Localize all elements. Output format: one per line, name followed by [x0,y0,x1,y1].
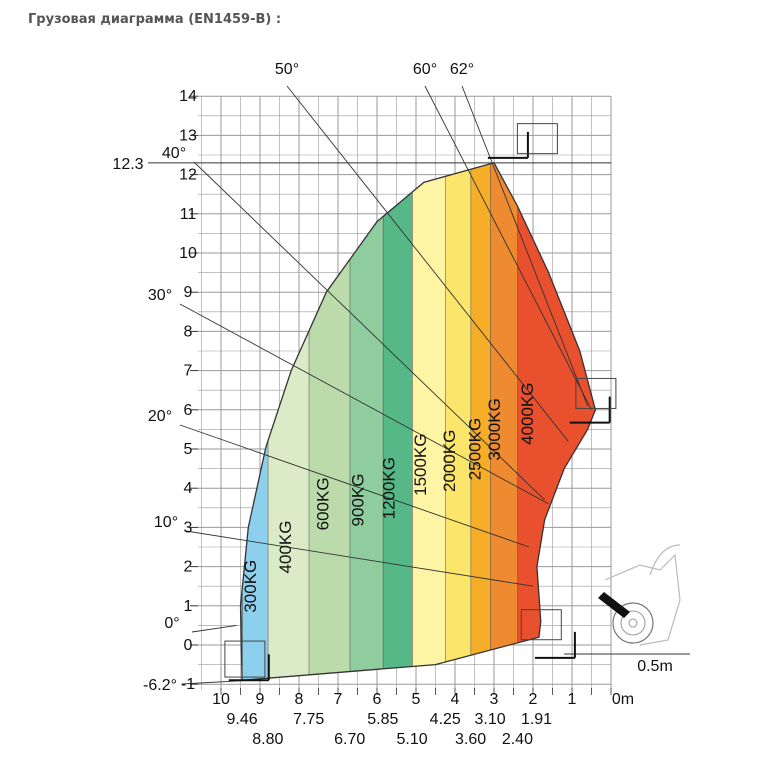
x-tick-label: 6 [373,691,382,708]
wheel-icon [628,618,638,628]
x-reach-label: 7.75 [293,711,324,728]
x-tick-label: 4 [451,691,460,708]
y-tick-label: 5 [184,441,193,458]
angle-label-neg: -6.2° [143,677,177,694]
fork-box [575,377,617,409]
angle-label: 0° [164,615,179,632]
load-zones [241,162,596,681]
machine-outline [224,123,690,682]
x-tick-label: 2 [529,691,538,708]
x-reach-label-lower: 5.10 [397,731,428,748]
y-tick-label: 7 [184,363,193,380]
zone-label-900kg: 900KG [348,474,367,527]
angle-line [286,85,569,442]
y-tick-label: -1 [181,676,195,693]
working-envelope [239,162,597,682]
x-tick-label: 7 [334,691,343,708]
boom-arm-icon [598,592,630,618]
zone-label-1200kg: 1200KG [380,457,399,519]
fork-icon [228,654,270,682]
boom-angle-lines [179,85,592,685]
angle-line [185,530,534,587]
fork-box [516,123,558,155]
max-height-label: 12.3 [112,156,143,173]
y-tick-label: 14 [179,88,197,105]
zone-label-300kg: 300KG [241,560,260,613]
x-reach-label: 9.46 [226,711,257,728]
x-reach-label-lower: 6.70 [334,731,365,748]
y-tick-label: 12 [179,167,197,184]
fork-box [520,609,562,641]
y-tick-label: 11 [180,206,197,223]
wheel-icon [612,602,654,644]
angle-label: 10° [154,514,178,531]
fork-icon [534,631,576,659]
chart-title: Грузовая диаграмма (EN1459-B) : [28,12,282,27]
zone-label-600kg: 600KG [313,477,332,530]
angle-line [193,161,546,501]
zone-label-400kg: 400KG [276,521,295,574]
angle-label: 20° [148,408,172,425]
y-tick-label: 8 [184,323,193,340]
zone-label-2000kg: 2000KG [440,430,459,492]
wheel-icon [620,610,646,636]
offset-label: 0.5m [637,658,673,675]
angle-label: 30° [148,287,172,304]
machine-cab-outline [649,544,681,576]
zone-label-3000kg: 3000KG [485,398,504,460]
x-reach-label: 3.10 [475,711,506,728]
zone-1500kg [412,162,446,681]
angle-line [179,424,530,548]
x-tick-label: 10 [212,691,230,708]
zone-3000kg [490,162,518,681]
x-tick-label: 1 [568,691,577,708]
fork-box [224,640,266,678]
x-reach-label: 5.85 [367,711,398,728]
fork-icon [569,396,611,424]
x-tick-label: 3 [490,691,499,708]
x-reach-label-lower: 2.40 [502,731,533,748]
zone-label-4000kg: 4000KG [518,383,537,445]
y-tick-label: 1 [184,598,193,615]
envelope-outline [239,162,597,682]
x-tick-label: 8 [295,691,304,708]
y-tick-label: 10 [179,245,197,262]
y-tick-label: 2 [184,559,193,576]
angle-line [179,303,549,505]
zone-label-1500kg: 1500KG [411,434,430,496]
y-tick-label: 9 [184,284,193,301]
machine-body-outline [604,553,681,646]
y-tick-label: 13 [179,127,197,144]
angle-line [424,85,592,411]
x-reach-label-lower: 8.80 [252,731,283,748]
x-tick-label: 5 [412,691,421,708]
x-reach-label: 1.91 [521,711,552,728]
x-reach-label: 4.25 [430,711,461,728]
angle-line [191,624,237,633]
zone-900kg [349,162,383,681]
x-tick-label: 0m [612,691,634,708]
y-tick-label: 4 [184,480,193,497]
angle-label: 62° [450,61,474,78]
angle-label: 50° [275,61,299,78]
zone-400kg [267,162,309,681]
angle-label: 60° [413,61,437,78]
zone-2500kg [470,162,491,681]
zone-2000kg [445,162,471,681]
angle-line [461,85,589,407]
y-tick-label: 6 [184,402,193,419]
y-tick-label: 0 [184,637,193,654]
zone-label-2500kg: 2500KG [465,418,484,480]
x-tick-label: 9 [256,691,265,708]
angle-label: 40° [162,145,186,162]
zone-1200kg [382,162,413,681]
y-tick-label: 3 [184,519,193,536]
x-reach-label-lower: 3.60 [455,731,486,748]
